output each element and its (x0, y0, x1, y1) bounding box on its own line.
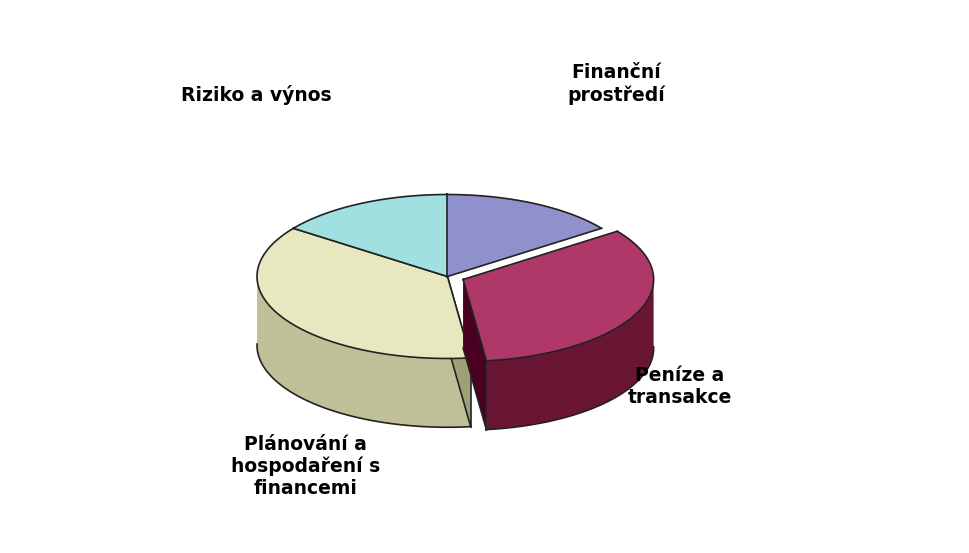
Polygon shape (448, 276, 471, 427)
Text: Riziko a výnos: Riziko a výnos (181, 85, 331, 105)
Polygon shape (257, 275, 471, 427)
Polygon shape (257, 228, 471, 358)
Polygon shape (294, 195, 448, 276)
Polygon shape (463, 279, 486, 430)
Text: Plánování a
hospodaření s
financemi: Plánování a hospodaření s financemi (231, 435, 380, 498)
Polygon shape (448, 195, 602, 276)
Polygon shape (463, 231, 654, 361)
Text: Peníze a
transakce: Peníze a transakce (628, 366, 732, 407)
Polygon shape (486, 278, 654, 430)
Text: Finanční
prostředí: Finanční prostředí (568, 63, 666, 105)
